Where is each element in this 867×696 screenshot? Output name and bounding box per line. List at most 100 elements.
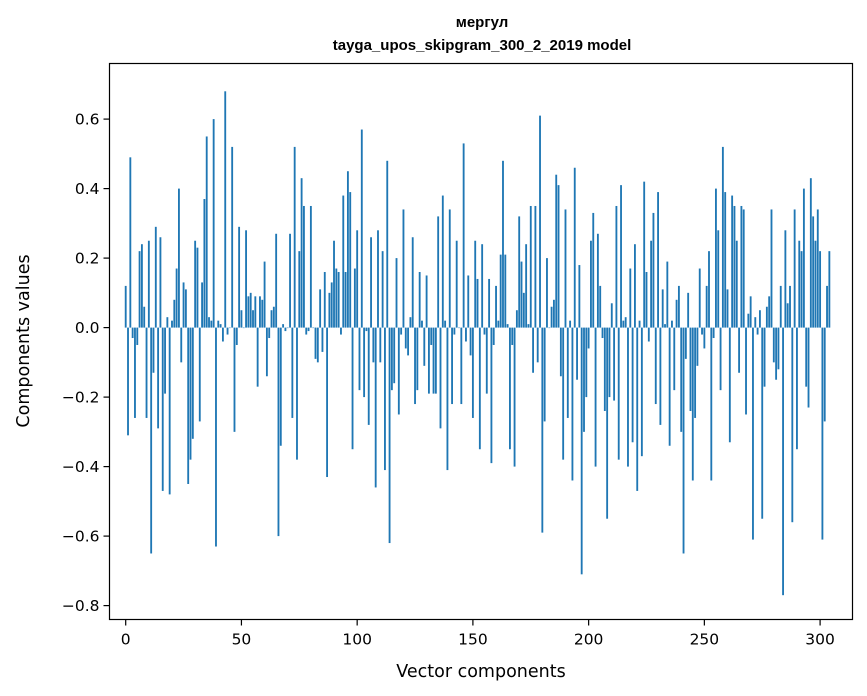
bar-154 (481, 244, 484, 328)
bar-166 (509, 327, 511, 450)
bar-262 (731, 195, 734, 328)
bar-40 (217, 320, 220, 328)
bar-132 (430, 327, 433, 345)
bar-76 (300, 178, 303, 328)
bar-222 (638, 320, 641, 328)
bar-253 (710, 327, 713, 481)
bar-179 (539, 115, 541, 328)
x-tick-label: 50 (232, 631, 252, 649)
bar-49 (238, 226, 241, 328)
bar-91 (335, 268, 338, 328)
bar-218 (629, 268, 632, 328)
bar-227 (650, 240, 653, 328)
bar-224 (643, 181, 646, 328)
bar-6 (138, 251, 141, 328)
bar-36 (208, 317, 210, 328)
bar-265 (738, 327, 741, 373)
bar-31 (196, 247, 199, 328)
bar-89 (330, 282, 333, 328)
x-tick-label: 0 (121, 631, 131, 649)
bar-236 (671, 320, 673, 328)
bar-114 (388, 327, 391, 544)
bar-80 (309, 205, 312, 328)
bar-290 (796, 327, 798, 450)
bar-204 (596, 233, 599, 328)
bar-234 (666, 261, 669, 328)
bar-41 (219, 324, 222, 328)
bar-225 (645, 272, 648, 328)
plot-frame (108, 62, 854, 621)
bar-223 (640, 327, 643, 457)
bar-53 (247, 296, 250, 328)
bar-242 (684, 327, 687, 359)
bar-282 (777, 327, 780, 370)
chart-title: мергул (456, 14, 509, 31)
bar-177 (534, 205, 537, 328)
bar-173 (525, 244, 528, 328)
bar-235 (668, 327, 671, 446)
bar-213 (617, 327, 620, 460)
bar-288 (791, 327, 794, 523)
bar-93 (340, 327, 342, 335)
bar-257 (719, 327, 722, 391)
bar-9 (145, 327, 148, 418)
bar-292 (800, 251, 803, 328)
bar-112 (384, 327, 386, 471)
bar-122 (407, 327, 410, 356)
bar-115 (390, 327, 393, 391)
bar-269 (747, 313, 750, 328)
bar-46 (231, 146, 234, 328)
bar-263 (733, 205, 736, 328)
bar-62 (268, 327, 271, 339)
bar-258 (721, 146, 724, 328)
bar-75 (298, 251, 301, 328)
bar-21 (173, 299, 176, 328)
bar-278 (768, 296, 771, 328)
bar-42 (221, 327, 224, 342)
bar-64 (272, 306, 275, 328)
bar-211 (613, 327, 616, 401)
bar-116 (393, 327, 396, 384)
bar-51 (242, 327, 245, 329)
bar-77 (303, 205, 305, 328)
x-axis-ticks: 0 50 100 150 200 250 300 (121, 619, 835, 649)
bar-57 (256, 327, 259, 387)
bar-25 (182, 282, 185, 328)
bar-230 (657, 192, 659, 328)
bar-149 (469, 327, 472, 356)
bar-45 (228, 327, 231, 329)
bar-300 (819, 251, 822, 328)
bar-183 (548, 327, 551, 329)
bar-95 (344, 272, 347, 328)
bar-296 (809, 178, 812, 328)
bar-200 (587, 327, 590, 349)
bar-3 (131, 327, 134, 339)
bar-11 (150, 327, 153, 554)
bar-99 (353, 268, 356, 328)
bar-2 (129, 157, 132, 328)
bar-142 (453, 327, 456, 335)
bar-83 (316, 327, 319, 363)
bar-246 (694, 327, 697, 418)
bar-90 (333, 240, 335, 328)
x-tick-label: 200 (574, 631, 604, 649)
bar-69 (284, 327, 287, 332)
bar-256 (717, 230, 720, 328)
bar-249 (701, 327, 703, 335)
bar-96 (346, 171, 349, 328)
bar-152 (476, 278, 479, 328)
bar-139 (446, 327, 449, 471)
bar-73 (293, 146, 296, 328)
bar-137 (441, 195, 444, 328)
bar-274 (758, 310, 761, 328)
bar-254 (712, 327, 715, 339)
chart-subtitle: tayga_upos_skipgram_300_2_2019 model (333, 37, 632, 54)
bar-127 (418, 272, 421, 328)
bar-251 (705, 285, 708, 328)
bar-248 (698, 268, 701, 328)
bar-105 (367, 327, 370, 425)
bar-186 (555, 174, 558, 328)
bar-193 (571, 327, 574, 481)
bar-175 (529, 205, 532, 328)
bar-65 (275, 233, 278, 328)
